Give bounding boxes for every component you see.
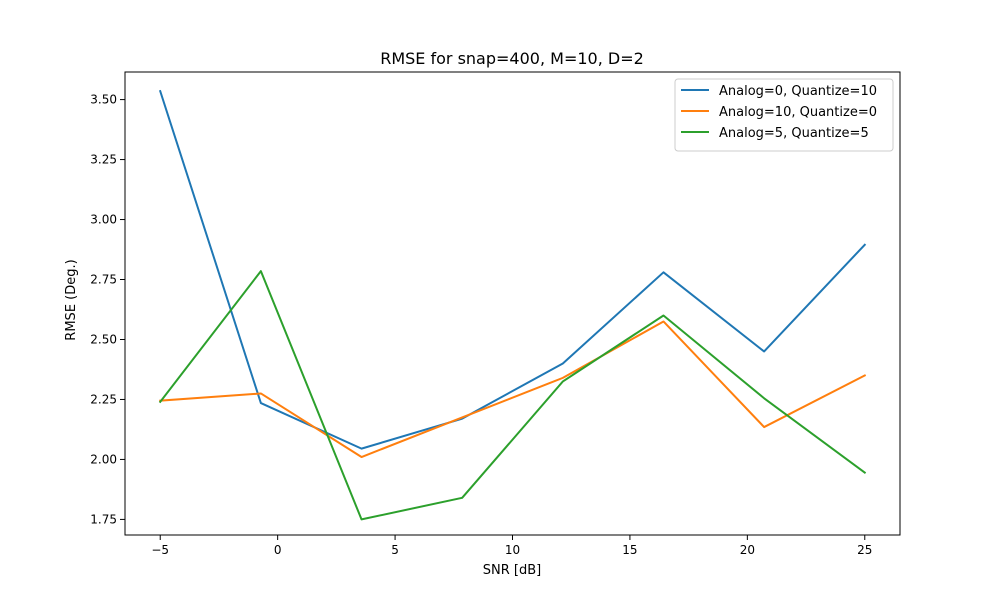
x-axis-label: SNR [dB] [483,563,541,578]
x-tick-label: 5 [391,543,399,557]
series-line-2 [159,320,867,459]
legend-box [674,78,894,152]
x-tick-label: −5 [151,543,169,557]
legend-label: Analog=10, Quantize=0 [719,105,877,120]
y-tick-label: 1.75 [90,512,117,526]
legend-label: Analog=5, Quantize=5 [719,126,869,141]
x-tick-label: 15 [622,543,637,557]
y-tick-label: 2.25 [90,392,117,406]
y-tick-label: 3.25 [90,153,117,167]
x-tick-label: 10 [505,543,520,557]
x-tick-label: 0 [274,543,282,557]
series-line-3 [158,270,867,521]
legend-label: Analog=0, Quantize=10 [719,84,877,99]
x-tick-label: 25 [857,543,872,557]
chart-title: RMSE for snap=400, M=10, D=2 [380,49,644,68]
y-axis: 1.75 2.00 2.25 2.50 2.75 3.00 3.25 3.50 [90,93,125,526]
legend: Analog=0, Quantize=10 Analog=10, Quantize… [674,78,894,152]
y-tick-label: 2.50 [90,332,117,346]
x-tick-label: 20 [740,543,755,557]
series-layer [158,89,867,521]
y-tick-label: 3.50 [90,93,117,107]
y-tick-label: 2.75 [90,273,117,287]
y-tick-label: 3.00 [90,213,117,227]
x-axis: −5 0 5 10 15 20 25 [151,535,872,557]
series-line-1 [158,89,867,450]
y-tick-label: 2.00 [90,452,117,466]
y-axis-label: RMSE (Deg.) [64,259,79,340]
